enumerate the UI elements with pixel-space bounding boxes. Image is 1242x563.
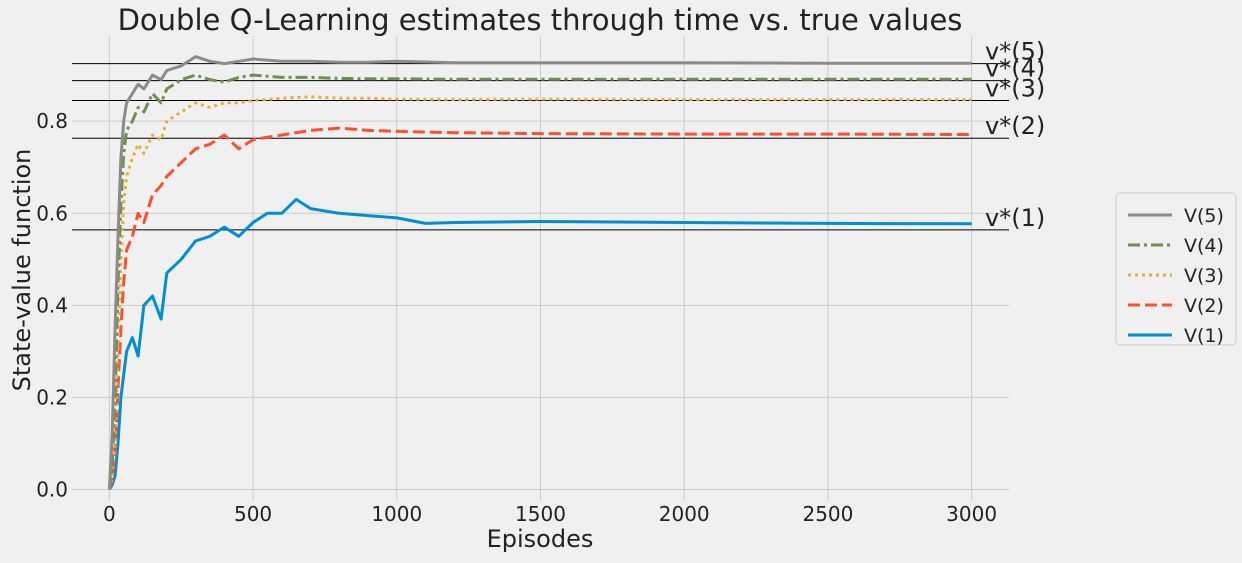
legend-label: V(1) bbox=[1184, 325, 1224, 347]
x-axis-label: Episodes bbox=[487, 525, 594, 553]
x-tick-label: 2500 bbox=[802, 502, 853, 526]
x-tick-label: 0 bbox=[103, 502, 116, 526]
grid bbox=[72, 36, 1009, 501]
series-line bbox=[108, 197, 972, 491]
legend: V(5) V(4) V(3) V(2) V(1) bbox=[1115, 192, 1237, 347]
y-axis-label: State-value function bbox=[8, 149, 36, 392]
true-value-label: v*(2) bbox=[985, 112, 1045, 140]
x-tick-label: 1000 bbox=[371, 502, 422, 526]
legend-label: V(4) bbox=[1184, 235, 1224, 257]
legend-label: V(3) bbox=[1184, 265, 1224, 287]
true-value-label: v*(5) bbox=[985, 38, 1045, 66]
legend-label: V(5) bbox=[1184, 205, 1224, 227]
legend-box bbox=[1115, 192, 1237, 346]
x-tick-label: 1500 bbox=[515, 502, 566, 526]
series-line bbox=[107, 126, 972, 490]
true-value-label: v*(1) bbox=[985, 204, 1045, 232]
x-tick-label: 2000 bbox=[659, 502, 710, 526]
y-tick-label: 0.2 bbox=[36, 385, 68, 409]
series-line bbox=[107, 95, 972, 490]
tick-labels: 0 500 1000 1500 2000 2500 3000 0.0 0.2 0.4 0.6 0.8 bbox=[36, 109, 997, 526]
chart-title: Double Q-Learning estimates through time… bbox=[118, 3, 963, 37]
x-tick-label: 3000 bbox=[946, 502, 997, 526]
y-tick-label: 0.6 bbox=[36, 201, 68, 225]
series-line bbox=[107, 55, 972, 490]
series-lines bbox=[107, 55, 972, 491]
y-tick-label: 0.0 bbox=[36, 477, 68, 501]
y-tick-label: 0.4 bbox=[36, 293, 68, 317]
y-tick-label: 0.8 bbox=[36, 109, 68, 133]
true-value-label: v*(3) bbox=[985, 74, 1045, 102]
series-line bbox=[107, 73, 972, 490]
x-tick-label: 500 bbox=[234, 502, 272, 526]
legend-label: V(2) bbox=[1184, 295, 1224, 317]
true-value-label: v*(4) bbox=[985, 55, 1045, 83]
